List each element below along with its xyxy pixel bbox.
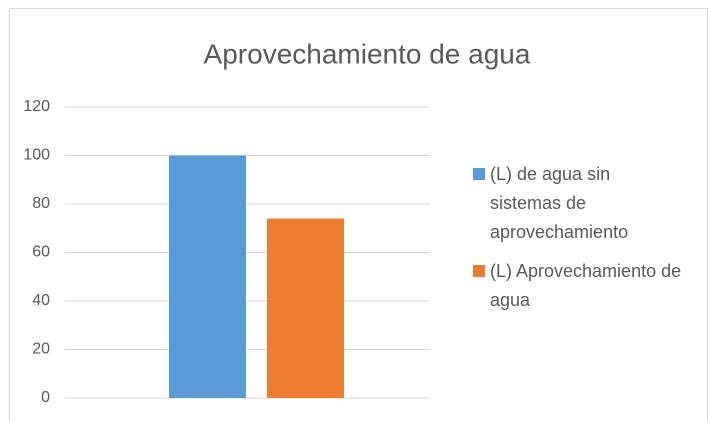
chart-title: Aprovechamiento de agua [204, 38, 531, 69]
y-tick-label: 120 [23, 98, 50, 115]
legend-item: (L) Aprovechamiento de agua [473, 257, 688, 315]
plot-area: 0 20 40 60 80 100 120 [23, 98, 430, 406]
bar [169, 155, 246, 398]
y-tick-label: 40 [32, 292, 50, 309]
y-tick-label: 0 [41, 389, 50, 406]
y-tick-label: 20 [32, 341, 50, 358]
y-tick-label: 60 [32, 244, 50, 261]
legend-label: (L) de agua sin sistemas de aprovechamie… [490, 164, 629, 242]
legend: (L) de agua sin sistemas de aprovechamie… [473, 160, 688, 325]
legend-swatch [473, 265, 485, 277]
legend-swatch [473, 168, 485, 180]
legend-label: (L) Aprovechamiento de agua [490, 261, 682, 310]
chart-border [9, 8, 708, 421]
legend-item: (L) de agua sin sistemas de aprovechamie… [473, 160, 688, 247]
y-tick-label: 100 [23, 147, 50, 164]
bar [267, 218, 344, 398]
y-tick-label: 80 [32, 195, 50, 212]
